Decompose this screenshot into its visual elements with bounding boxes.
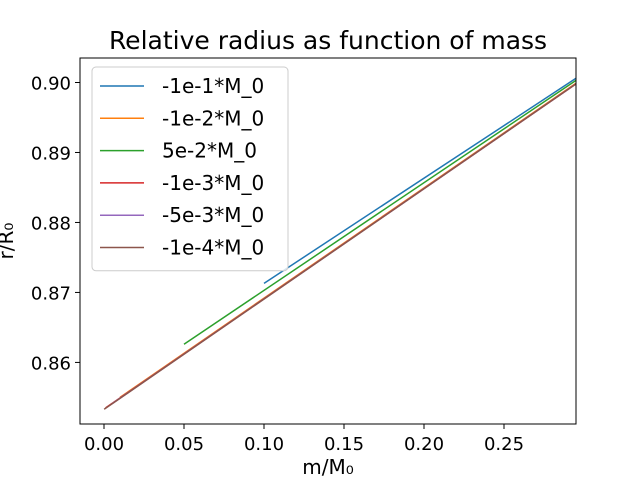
legend: -1e-1*M_0 -1e-2*M_0 5e-2*M_0 -1e-3*M_0 -5e-3… [91,66,289,272]
chart-title: Relative radius as function of mass [109,26,547,55]
x-axis-ticks: 0.00 0.05 0.10 0.15 0.20 0.25 [84,424,524,455]
x-tick-label: 0.15 [324,434,364,455]
x-tick-label: 0.25 [484,434,524,455]
y-tick-label: 0.88 [31,213,71,234]
plot-frame [79,57,577,425]
y-tick-label: 0.89 [31,143,71,164]
x-tick-label: 0.10 [244,434,284,455]
y-axis-label: r/R₀ [0,223,18,260]
y-axis-ticks: 0.86 0.87 0.88 0.89 0.90 [31,73,80,374]
legend-label: -1e-4*M_0 [162,236,264,260]
series-line-1 [263,77,577,284]
legend-label: -1e-2*M_0 [162,106,264,130]
y-tick-label: 0.86 [31,353,71,374]
legend-label: -1e-3*M_0 [162,171,264,195]
x-tick-label: 0.20 [404,434,444,455]
series-line-3 [183,79,577,345]
x-tick-label: 0.05 [164,434,204,455]
legend-label: -1e-1*M_0 [162,74,264,98]
series-line-6 [103,83,577,410]
x-axis-label: m/M₀ [302,455,354,478]
legend-label: -5e-3*M_0 [162,203,264,227]
y-tick-label: 0.87 [31,283,71,304]
series-layer [103,77,577,410]
y-tick-label: 0.90 [31,73,71,94]
legend-label: 5e-2*M_0 [162,139,257,163]
x-tick-label: 0.00 [84,434,124,455]
